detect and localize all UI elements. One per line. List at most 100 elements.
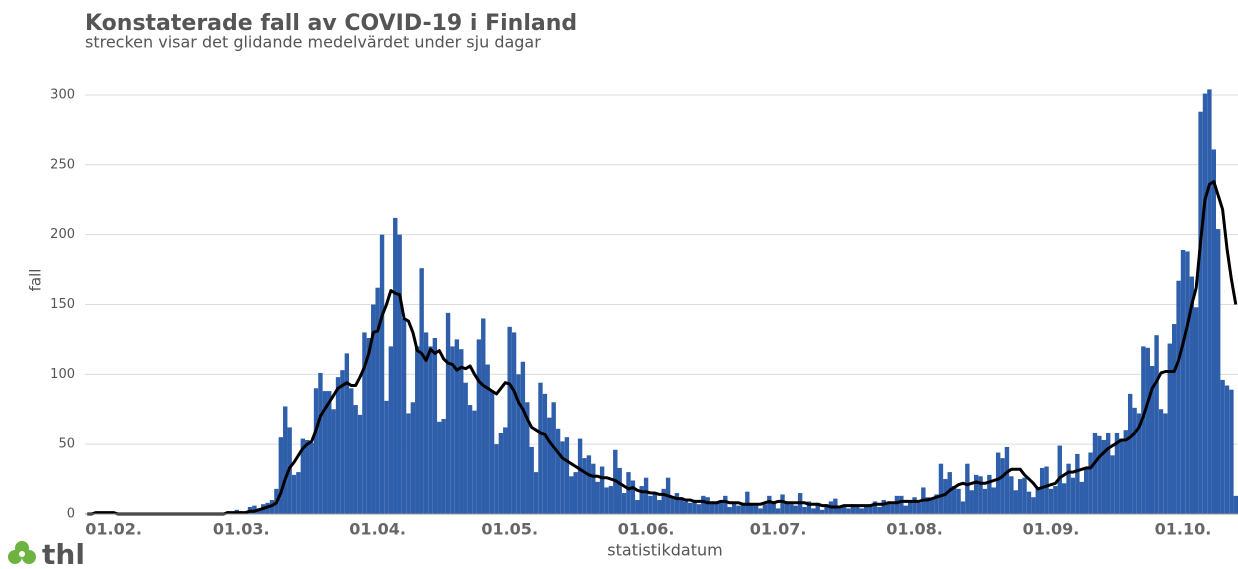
bar [1141,346,1146,514]
bar [951,486,957,514]
bar [1044,466,1049,514]
x-tick-label: 01.03. [213,520,270,539]
x-tick-label: 01.04. [349,520,406,539]
bar [393,217,398,515]
bar [1083,467,1089,514]
bar [511,332,517,514]
bar [1154,335,1159,514]
bar [740,502,746,514]
bar [648,495,653,514]
bar [701,495,706,514]
bar [1185,251,1190,515]
bar [1198,111,1203,514]
bar [300,438,306,514]
bar [938,463,944,514]
bar [907,500,913,514]
bar [626,472,631,514]
bar [749,504,754,514]
bar [736,505,741,514]
bar [1000,458,1005,514]
bar [714,502,719,514]
y-tick-label: 300 [50,87,75,102]
bar [859,508,864,514]
bar [1031,497,1036,514]
bar [881,500,886,514]
bar [569,476,574,514]
logo-icon [8,541,36,564]
bar [463,382,468,514]
bar [1097,435,1102,514]
y-tick-label: 0 [67,507,75,522]
bar [1035,487,1040,514]
bar [991,487,996,514]
bar [789,504,794,514]
bar [551,402,556,514]
x-tick-label: 01.06. [618,520,675,539]
bar [1158,409,1164,514]
bar [995,452,1001,514]
bar [965,463,970,514]
bar [868,504,873,514]
bar [340,370,345,514]
bar [516,374,521,514]
bar [683,501,688,514]
bar [507,326,512,514]
bar [687,502,693,514]
y-tick-label: 250 [50,157,75,172]
bar [969,490,974,514]
bar [608,486,614,514]
bar [577,438,583,514]
x-tick-label: 01.10. [1155,520,1212,539]
bar [489,391,495,514]
bar [762,504,768,514]
bar [652,494,658,514]
bar [621,493,627,514]
bar [1211,149,1216,514]
bar [379,234,385,515]
bar [485,364,490,514]
bar [582,458,587,514]
bar [639,486,644,514]
bar [894,495,900,514]
bar [643,477,649,514]
bar [547,417,552,514]
bar [467,405,473,514]
x-tick-label: 01.05. [481,520,538,539]
bar [1136,413,1142,514]
bar [973,474,979,514]
bar [956,488,961,514]
bar [855,507,860,514]
bar [1114,432,1120,514]
bar [723,495,728,514]
bar [428,346,433,514]
bar [670,497,675,514]
bar [595,481,600,514]
bar [291,474,297,514]
bar [538,382,543,514]
bar [296,472,301,514]
bar [599,466,605,514]
bar [837,507,842,514]
bar [841,505,847,514]
bar [423,332,429,514]
bar [846,508,851,514]
bar [929,498,935,514]
bar [1053,486,1058,514]
bar [437,421,442,514]
y-axis-label: fall [27,269,45,292]
bar [318,372,323,514]
bar [1224,385,1230,514]
bar [327,391,332,514]
bar [1119,438,1124,514]
bar [459,349,464,514]
bar [661,488,666,514]
bar [1145,347,1150,514]
bar [753,505,759,514]
bar [903,505,908,514]
bar [1149,365,1155,514]
x-tick-label: 01.08. [886,520,943,539]
bar [1215,229,1221,515]
bar [520,361,526,514]
bar [960,501,966,514]
